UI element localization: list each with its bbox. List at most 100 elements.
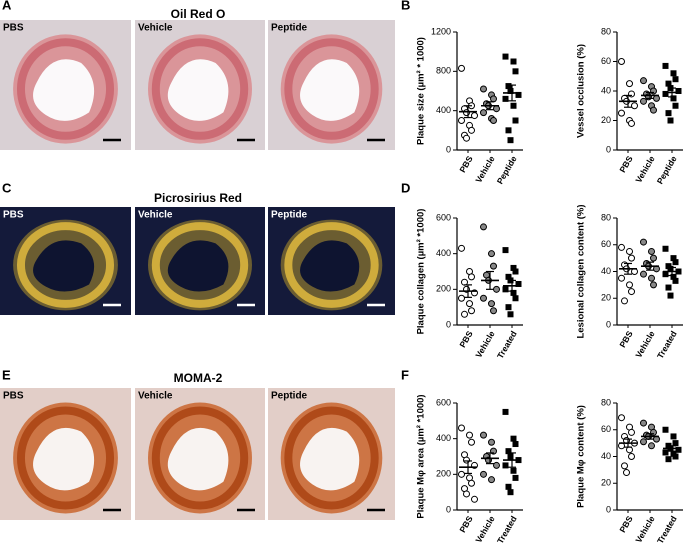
- image-label: PBS: [3, 210, 24, 221]
- data-point: [468, 307, 475, 315]
- y-tick-label: 20: [601, 115, 611, 125]
- data-point: [493, 461, 500, 469]
- data-point: [505, 83, 512, 90]
- data-point: [490, 262, 497, 270]
- data-point: [490, 307, 497, 315]
- data-point: [507, 453, 514, 460]
- data-point: [628, 90, 635, 98]
- y-tick-label: 0: [446, 319, 451, 329]
- data-point: [640, 438, 647, 446]
- data-point: [640, 270, 647, 278]
- panel-letter: B: [401, 0, 410, 12]
- data-point: [458, 117, 465, 124]
- data-point: [626, 281, 633, 289]
- data-point: [510, 467, 517, 474]
- data-point: [458, 294, 465, 302]
- data-point: [628, 428, 635, 436]
- y-tick-label: 40: [601, 85, 611, 95]
- y-tick-label: 600: [436, 397, 451, 407]
- x-tick-label: PBS: [457, 514, 475, 534]
- data-point: [502, 408, 509, 415]
- y-tick-label: 0: [606, 319, 611, 329]
- data-point: [458, 64, 465, 72]
- plaque: [284, 406, 379, 510]
- y-tick-label: 0: [446, 144, 451, 154]
- y-tick-label: 20: [601, 293, 611, 303]
- y-tick-label: 40: [601, 451, 611, 461]
- x-tick-label: Treated: [495, 514, 519, 545]
- plaque: [284, 38, 379, 140]
- y-tick-label: 60: [601, 239, 611, 249]
- image-label: PBS: [3, 391, 24, 402]
- plaque: [151, 222, 249, 308]
- lumen: [167, 59, 229, 121]
- x-tick-label: Peptide: [495, 154, 519, 186]
- y-tick-label: 40: [601, 266, 611, 276]
- panel-letter: A: [2, 0, 12, 12]
- x-tick-label: Vehicle: [633, 514, 656, 545]
- data-point: [650, 87, 657, 95]
- lumen: [167, 427, 229, 491]
- data-point: [493, 105, 500, 113]
- image-label: Peptide: [271, 391, 308, 402]
- image-label: PBS: [3, 23, 24, 34]
- data-point: [510, 58, 517, 65]
- data-point: [505, 448, 512, 455]
- data-point: [640, 97, 647, 105]
- data-point: [471, 495, 478, 503]
- data-point: [618, 274, 625, 282]
- data-point: [672, 76, 679, 83]
- x-tick-label: Vehicle: [473, 329, 496, 360]
- y-tick-label: 0: [446, 504, 451, 514]
- y-tick-label: 1200: [431, 26, 451, 36]
- lumen: [33, 427, 95, 491]
- data-point: [505, 304, 512, 311]
- data-point: [463, 134, 470, 142]
- image-label: Vehicle: [138, 210, 173, 221]
- data-point: [471, 112, 478, 120]
- data-point: [650, 281, 657, 289]
- image-label: Peptide: [271, 210, 308, 221]
- data-point: [488, 476, 495, 484]
- data-point: [618, 243, 625, 251]
- panel-title: MOMA-2: [174, 371, 223, 385]
- data-point: [628, 254, 635, 262]
- data-point: [648, 442, 655, 450]
- data-point: [488, 300, 495, 308]
- panel-title: Oil Red O: [171, 7, 226, 21]
- data-point: [468, 479, 475, 487]
- data-point: [670, 273, 677, 280]
- data-point: [670, 433, 677, 440]
- x-tick-label: Treated: [655, 329, 679, 360]
- data-point: [672, 259, 679, 266]
- y-axis-label: Plaque Mφ content (%): [576, 405, 587, 508]
- data-point: [510, 102, 517, 109]
- data-point: [490, 117, 497, 124]
- data-point: [618, 109, 625, 117]
- y-tick-label: 400: [436, 433, 451, 443]
- data-point: [510, 435, 517, 442]
- image-label: Peptide: [271, 23, 308, 34]
- data-point: [480, 470, 487, 478]
- y-tick-label: 200: [436, 284, 451, 294]
- panel-letter: D: [401, 180, 410, 195]
- y-tick-label: 800: [436, 66, 451, 76]
- y-tick-label: 60: [601, 424, 611, 434]
- data-point: [623, 469, 630, 477]
- x-tick-label: Treated: [495, 329, 519, 360]
- data-point: [502, 286, 509, 293]
- x-tick-label: PBS: [617, 514, 635, 534]
- lumen: [300, 427, 360, 491]
- data-point: [480, 85, 487, 93]
- data-point: [672, 102, 679, 109]
- data-point: [502, 462, 509, 469]
- data-point: [480, 294, 487, 302]
- data-point: [510, 289, 517, 296]
- data-point: [512, 117, 519, 124]
- y-tick-label: 80: [601, 26, 611, 36]
- plaque: [16, 406, 115, 510]
- data-point: [468, 273, 475, 281]
- data-point: [468, 126, 475, 134]
- data-point: [618, 58, 625, 65]
- lumen: [300, 240, 360, 292]
